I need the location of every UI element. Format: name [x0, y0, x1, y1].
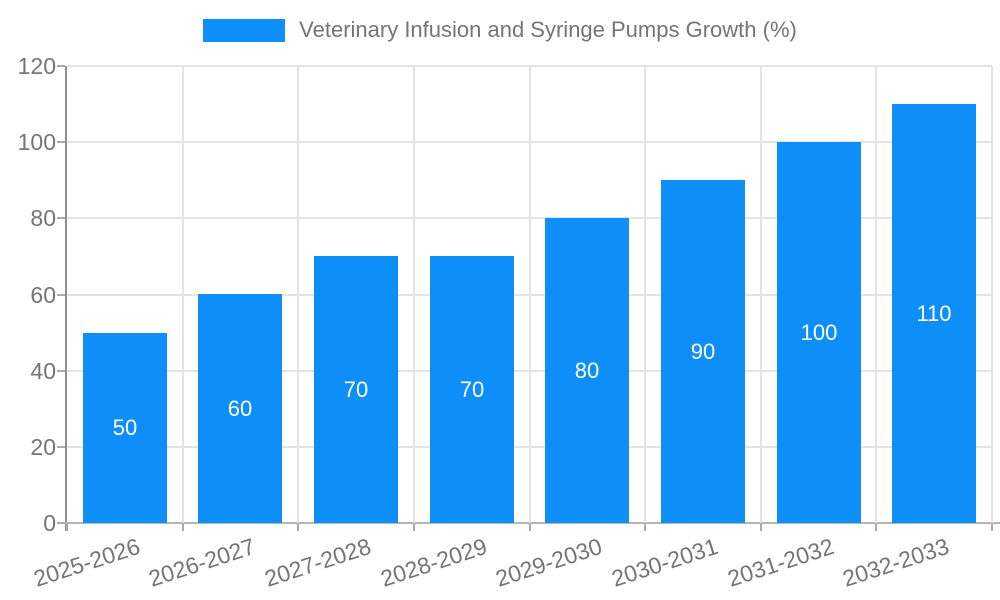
y-tick-label: 40: [30, 357, 56, 384]
bar-value-label: 60: [227, 395, 253, 421]
y-tick-label: 20: [30, 433, 56, 460]
x-tick-mark: [644, 523, 647, 531]
x-tick-mark: [991, 523, 993, 531]
y-tick-mark: [57, 217, 65, 220]
bar: 100: [777, 142, 861, 523]
plot-area: 50 60 70 70 80 90 100 110: [67, 65, 993, 523]
x-tick-label: 2026-2027: [145, 533, 259, 592]
y-tick-mark: [57, 369, 65, 372]
y-tick-mark: [57, 65, 65, 67]
x-tick-label: 2030-2031: [608, 533, 722, 592]
gridline-vertical: [181, 66, 184, 523]
bar-value-label: 100: [800, 319, 838, 345]
x-tick-label: 2025-2026: [30, 533, 144, 592]
x-tick-mark: [759, 523, 762, 531]
gridline-vertical: [644, 66, 647, 523]
x-tick-mark: [66, 523, 68, 531]
legend-swatch: [203, 18, 286, 42]
bar-value-label: 70: [343, 376, 369, 402]
y-tick-mark: [57, 141, 65, 144]
bar-value-label: 50: [112, 415, 138, 440]
y-tick-mark: [57, 445, 65, 448]
y-tick-mark: [57, 522, 65, 524]
bar: 80: [545, 218, 629, 523]
legend-label: Veterinary Infusion and Syringe Pumps Gr…: [299, 17, 797, 42]
gridline-vertical: [759, 66, 762, 523]
x-tick-label: 2028-2029: [377, 533, 491, 592]
bar-value-label: 90: [690, 338, 716, 364]
x-tick-label: 2032-2033: [839, 533, 953, 592]
x-axis-labels: 2025-2026 2026-2027 2027-2028 2028-2029 2029…: [30, 531, 992, 600]
legend-item[interactable]: Veterinary Infusion and Syringe Pumps Gr…: [0, 17, 1000, 43]
y-axis-line: [65, 66, 67, 531]
x-tick-mark: [528, 523, 531, 531]
gridline-vertical: [297, 66, 300, 523]
x-tick-mark: [875, 523, 878, 531]
y-tick-label: 80: [30, 205, 56, 232]
y-tick-mark: [57, 293, 65, 296]
x-tick-mark: [412, 523, 415, 531]
y-tick-label: 120: [17, 53, 56, 79]
y-tick-label: 60: [30, 281, 56, 308]
bar: 90: [661, 180, 745, 523]
x-tick-label: 2029-2030: [492, 533, 606, 592]
gridline-vertical: [528, 66, 531, 523]
bar: 110: [892, 104, 976, 523]
x-axis-line: [65, 522, 1000, 524]
bar-value-label: 80: [574, 357, 600, 383]
x-tick-label: 2031-2032: [724, 533, 838, 592]
gridline-vertical: [991, 66, 993, 523]
bar: 70: [314, 256, 398, 523]
x-tick-mark: [297, 523, 300, 531]
y-tick-label: 0: [43, 510, 56, 536]
bar: 60: [198, 294, 282, 523]
gridline-vertical: [875, 66, 878, 523]
bar: 50: [83, 333, 167, 523]
y-tick-label: 100: [17, 129, 56, 156]
x-tick-label: 2027-2028: [261, 533, 375, 592]
gridline-vertical: [412, 66, 415, 523]
bar-value-label: 110: [916, 300, 952, 326]
bar-value-label: 70: [459, 376, 485, 402]
bar: 70: [430, 256, 514, 523]
x-tick-mark: [181, 523, 184, 531]
